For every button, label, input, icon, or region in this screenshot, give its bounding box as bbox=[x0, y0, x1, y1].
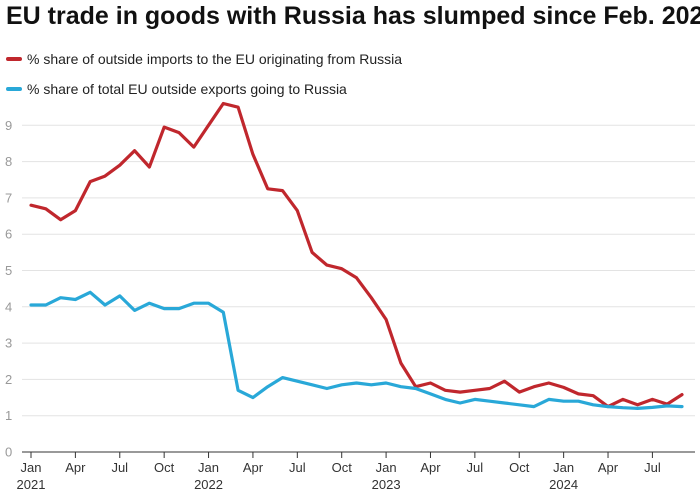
x-tick-label-2023-10: Oct bbox=[509, 460, 530, 475]
chart-title: EU trade in goods with Russia has slumpe… bbox=[6, 2, 700, 30]
x-tick-label-2024-04: Apr bbox=[598, 460, 619, 475]
y-tick-label-1: 1 bbox=[5, 408, 12, 423]
y-tick-label-3: 3 bbox=[5, 336, 12, 351]
x-tick-label-2023-01: Jan bbox=[376, 460, 397, 475]
x-tick-label-2021-07: Jul bbox=[111, 460, 128, 475]
x-tick-year-2021-01: 2021 bbox=[17, 477, 46, 492]
y-tick-label-0: 0 bbox=[5, 445, 12, 460]
x-tick-year-2022-01: 2022 bbox=[194, 477, 223, 492]
y-tick-label-6: 6 bbox=[5, 227, 12, 242]
x-tick-label-2022-10: Oct bbox=[332, 460, 353, 475]
x-tick-label-2023-04: Apr bbox=[420, 460, 441, 475]
legend-item-imports: % share of outside imports to the EU ori… bbox=[6, 44, 696, 74]
legend-item-exports: % share of total EU outside exports goin… bbox=[6, 74, 696, 104]
legend-swatch-imports bbox=[6, 57, 22, 61]
y-tick-label-7: 7 bbox=[5, 190, 12, 205]
x-tick-year-2023-01: 2023 bbox=[372, 477, 401, 492]
legend-swatch-exports bbox=[6, 87, 22, 91]
y-tick-label-4: 4 bbox=[5, 299, 12, 314]
y-tick-label-8: 8 bbox=[5, 154, 12, 169]
y-tick-label-2: 2 bbox=[5, 372, 12, 387]
y-tick-label-9: 9 bbox=[5, 118, 12, 133]
y-tick-label-5: 5 bbox=[5, 263, 12, 278]
series-line-exports bbox=[29, 290, 684, 410]
x-tick-label-2023-07: Jul bbox=[467, 460, 484, 475]
x-tick-label-2022-07: Jul bbox=[289, 460, 306, 475]
x-tick-label-2024-01: Jan bbox=[553, 460, 574, 475]
legend-label-exports: % share of total EU outside exports goin… bbox=[27, 81, 347, 97]
x-tick-label-2024-07: Jul bbox=[644, 460, 661, 475]
x-tick-year-2024-01: 2024 bbox=[549, 477, 578, 492]
legend-label-imports: % share of outside imports to the EU ori… bbox=[27, 51, 403, 67]
x-tick-label-2022-04: Apr bbox=[243, 460, 264, 475]
x-tick-label-2022-01: Jan bbox=[198, 460, 219, 475]
chart-legend: % share of outside imports to the EU ori… bbox=[6, 44, 696, 104]
x-tick-label-2021-04: Apr bbox=[65, 460, 86, 475]
x-tick-label-2021-01: Jan bbox=[21, 460, 42, 475]
series-line-imports bbox=[29, 101, 684, 409]
x-tick-label-2021-10: Oct bbox=[154, 460, 175, 475]
